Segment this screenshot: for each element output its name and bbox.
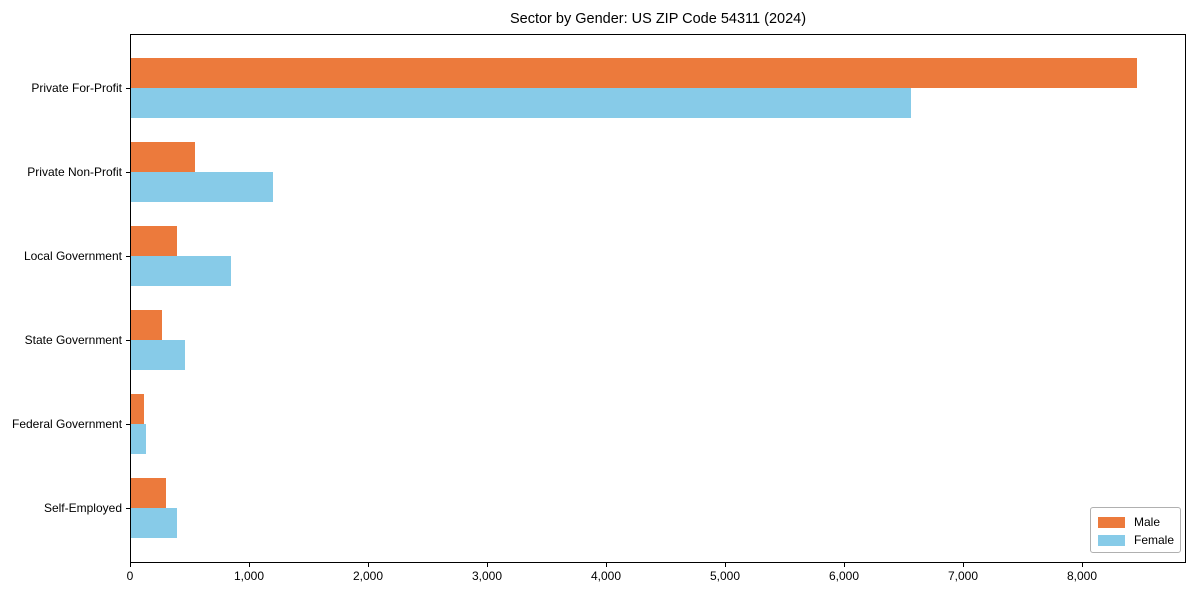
ytick-mark: [126, 340, 130, 341]
xtick-label: 5,000: [709, 569, 741, 583]
xtick-label: 8,000: [1066, 569, 1098, 583]
bar-male: [131, 478, 166, 508]
bar-female: [131, 340, 185, 370]
xtick-label: 6,000: [828, 569, 860, 583]
bar-female: [131, 172, 273, 202]
xtick-mark: [963, 563, 964, 567]
xtick-mark: [1082, 563, 1083, 567]
xtick-mark: [844, 563, 845, 567]
bar-male: [131, 58, 1137, 88]
ytick-mark: [126, 256, 130, 257]
xtick-label: 4,000: [590, 569, 622, 583]
xtick-mark: [606, 563, 607, 567]
bar-female: [131, 256, 231, 286]
legend-entry-female: Female: [1098, 532, 1175, 548]
ytick-label: Local Government: [23, 249, 122, 263]
bar-male: [131, 226, 177, 256]
xtick-label: 3,000: [471, 569, 503, 583]
xtick-mark: [130, 563, 131, 567]
xtick-label: 2,000: [352, 569, 384, 583]
xtick-mark: [249, 563, 250, 567]
legend: Male Female: [1090, 507, 1181, 553]
xtick-mark: [487, 563, 488, 567]
xtick-mark: [368, 563, 369, 567]
ytick-mark: [126, 88, 130, 89]
ytick-label: Private For-Profit: [31, 81, 122, 95]
legend-label-female: Female: [1134, 533, 1175, 547]
bar-female: [131, 508, 177, 538]
chart-title: Sector by Gender: US ZIP Code 54311 (202…: [509, 11, 807, 27]
bar-female: [131, 424, 146, 454]
xtick-label: 1,000: [233, 569, 265, 583]
bar-male: [131, 142, 195, 172]
bar-male: [131, 394, 144, 424]
xtick-label: 0: [126, 569, 134, 583]
xtick-mark: [725, 563, 726, 567]
plot-area: [130, 34, 1186, 563]
male-swatch-icon: [1098, 516, 1125, 528]
ytick-label: Self-Employed: [43, 501, 122, 515]
ytick-mark: [126, 424, 130, 425]
bar-female: [131, 88, 911, 118]
legend-entry-male: Male: [1098, 514, 1172, 530]
ytick-label: Federal Government: [12, 417, 123, 431]
bar-male: [131, 310, 162, 340]
female-swatch-icon: [1098, 534, 1125, 546]
ytick-mark: [126, 508, 130, 509]
xtick-label: 7,000: [947, 569, 979, 583]
ytick-mark: [126, 172, 130, 173]
ytick-label: Private Non-Profit: [27, 165, 122, 179]
ytick-label: State Government: [24, 333, 122, 347]
legend-label-male: Male: [1134, 515, 1161, 529]
